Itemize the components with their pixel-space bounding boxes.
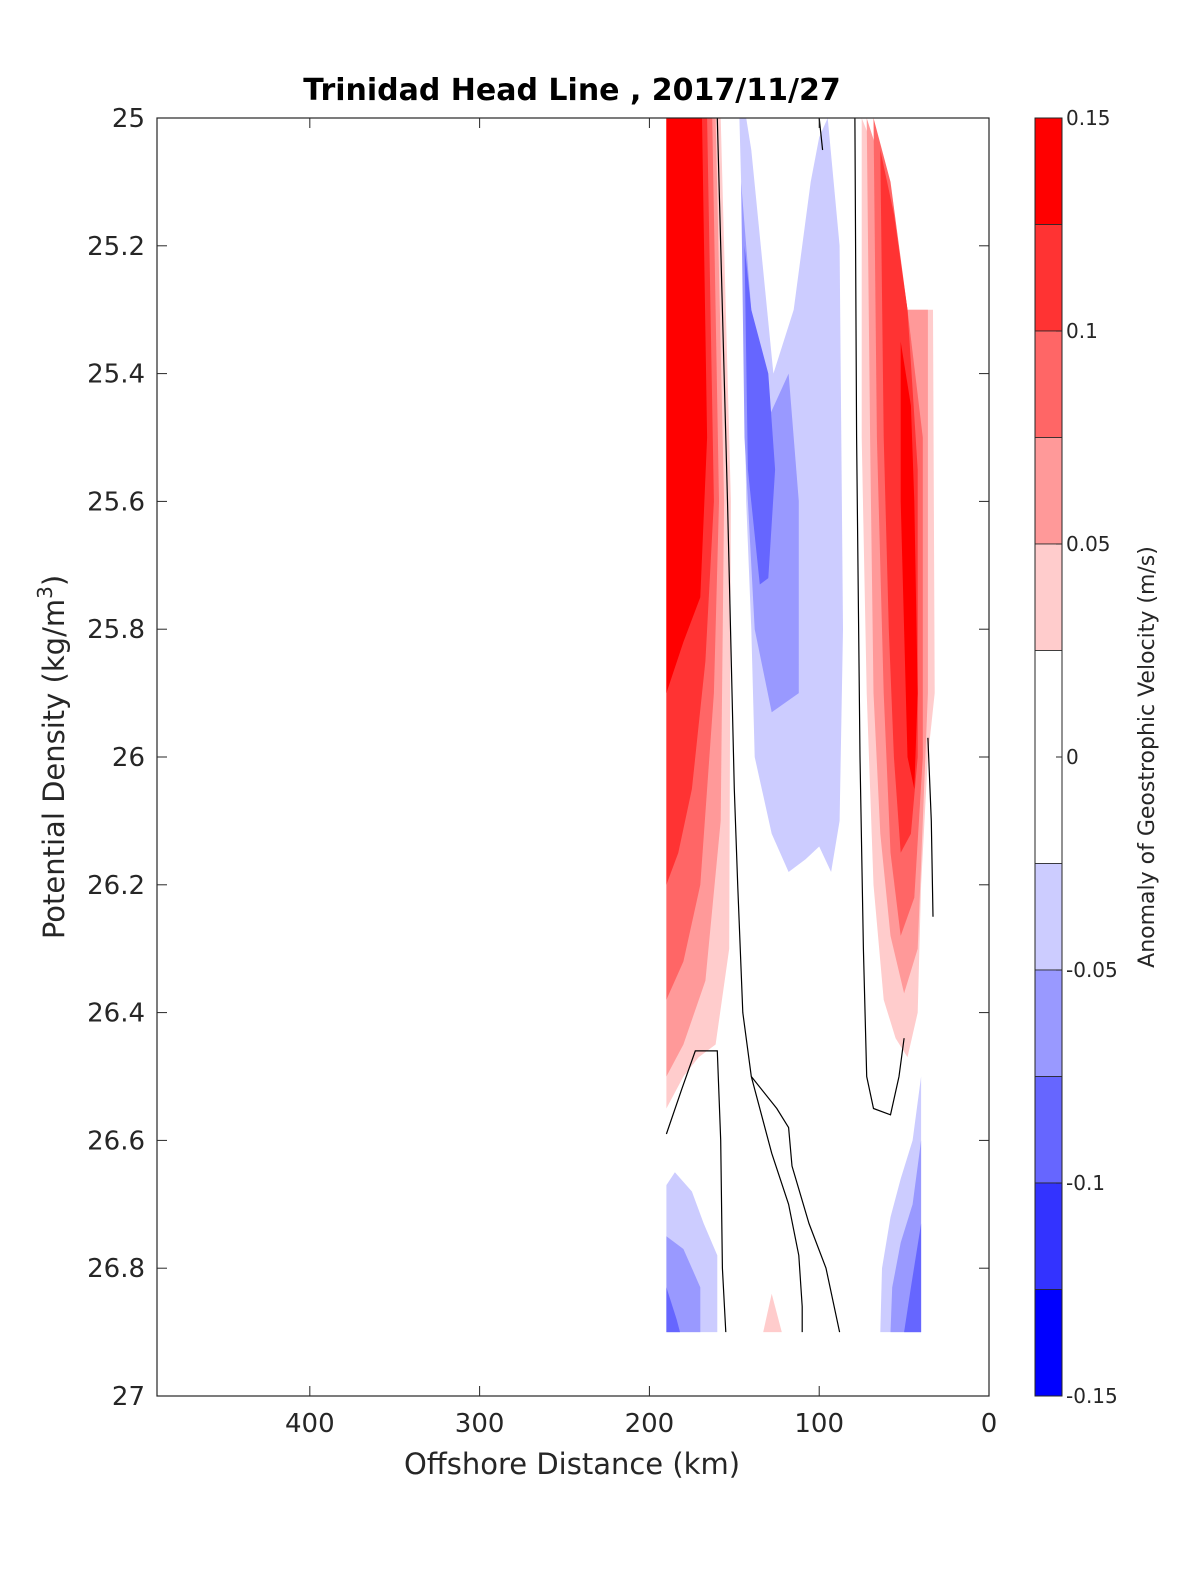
offshore-positive-core: [666, 118, 708, 694]
zero-contour-line: [750, 1076, 841, 1333]
colorbar-band: [1034, 224, 1063, 332]
zero-contour-line: [818, 117, 824, 151]
colorbar-tick-label: 0.05: [1066, 532, 1111, 556]
deep-offshore-negative-core: [666, 1287, 680, 1333]
central-negative-core: [744, 245, 776, 585]
x-tick-label: 300: [455, 1409, 505, 1439]
colorbar-tick-label: -0.15: [1066, 1384, 1118, 1408]
colorbar-tick-label: -0.1: [1066, 1171, 1105, 1195]
colorbar-band: [1034, 1289, 1063, 1397]
y-axis-label-close: ): [37, 575, 71, 586]
colorbar-band: [1034, 863, 1063, 971]
colorbar-band: [1034, 330, 1063, 438]
colorbar-band: [1034, 1182, 1063, 1290]
nearshore-positive-core: [900, 341, 918, 789]
x-tick-label: 200: [625, 1409, 675, 1439]
y-tick-label: 26.6: [87, 1126, 145, 1156]
x-axis-label: Offshore Distance (km): [404, 1447, 740, 1481]
deep-nearshore-negative-core: [904, 1223, 922, 1333]
x-tick-label: 400: [285, 1409, 335, 1439]
y-axis-label-superscript: 3: [33, 586, 57, 599]
y-tick-label: 26.2: [87, 871, 145, 901]
colorbar-tick-label: 0.1: [1066, 319, 1098, 343]
colorbar-band: [1034, 969, 1063, 1077]
colorbar-band: [1034, 437, 1063, 545]
colorbar-band: [1034, 1076, 1063, 1184]
y-tick-label: 27: [112, 1382, 145, 1412]
y-tick-label: 26.8: [87, 1254, 145, 1284]
zero-contour-line: [665, 1050, 727, 1333]
x-axis: 400 300 200 100 0: [285, 118, 997, 1439]
deep-offshore-negative-band: [666, 1236, 701, 1333]
y-tick-label: 25.4: [87, 360, 145, 390]
y-tick-label: 25.2: [87, 232, 145, 262]
y-axis: 25 25.2 25.4 25.6 25.8 26 26.2 26.4 26.6 26.8 27: [87, 104, 989, 1412]
x-tick-label: 0: [981, 1409, 998, 1439]
colorbar-tick-label: 0: [1066, 745, 1079, 769]
zero-contour-line: [854, 117, 905, 1116]
y-tick-label: 26.4: [87, 999, 145, 1029]
colorbar-band: [1034, 543, 1063, 651]
x-tick-label: 100: [794, 1409, 844, 1439]
y-tick-label: 25.6: [87, 487, 145, 517]
y-axis-label: Potential Density (kg/m3): [33, 575, 71, 939]
y-tick-label: 25.8: [87, 615, 145, 645]
contour-fill-layer: [666, 118, 935, 1333]
colorbar-label: Anomaly of Geostrophic Velocity (m/s): [1135, 546, 1160, 968]
colorbar-tick-label: 0.15: [1066, 106, 1111, 130]
colorbar: 0.15 0.1 0.05 0 -0.05 -0.1 -0.15: [1034, 106, 1118, 1408]
chart-title: Trinidad Head Line , 2017/11/27: [303, 73, 840, 108]
colorbar-tick-label: -0.05: [1066, 958, 1118, 982]
colorbar-band: [1034, 117, 1063, 225]
zero-contour-line: [927, 737, 934, 917]
y-tick-label: 25: [112, 104, 145, 134]
deep-positive-patch: [763, 1293, 782, 1333]
y-axis-label-text: Potential Density (kg/m: [37, 599, 71, 939]
y-tick-label: 26: [112, 743, 145, 773]
zero-contour-layer: [665, 117, 934, 1333]
